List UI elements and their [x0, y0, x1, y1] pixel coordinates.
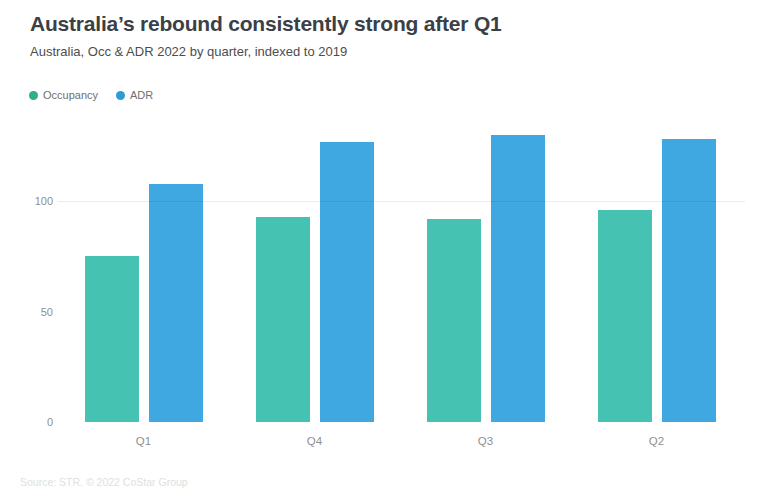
x-axis-label-q4: Q4	[285, 435, 345, 447]
bar-occupancy-q2	[598, 210, 652, 422]
x-axis-label-q1: Q1	[114, 435, 174, 447]
bar-adr-q2	[662, 139, 716, 422]
bar-adr-q4	[320, 142, 374, 422]
bar-occupancy-q1	[85, 256, 139, 422]
bar-adr-q1	[149, 184, 203, 422]
y-axis-tick-100: 100	[19, 195, 53, 207]
reference-gridline-100	[58, 201, 745, 202]
x-axis-label-q2: Q2	[627, 435, 687, 447]
chart-card: Australia’s rebound consistently strong …	[0, 0, 760, 499]
bar-occupancy-q3	[427, 219, 481, 422]
bar-chart-plot-area: 0 50 100 Q1 Q4 Q3 Q2	[0, 0, 760, 499]
bar-adr-q3	[491, 135, 545, 422]
x-axis-label-q3: Q3	[456, 435, 516, 447]
source-attribution: Source: STR. © 2022 CoStar Group	[20, 476, 188, 488]
y-axis-tick-0: 0	[19, 416, 53, 428]
y-axis-tick-50: 50	[19, 306, 53, 318]
bar-occupancy-q4	[256, 217, 310, 422]
